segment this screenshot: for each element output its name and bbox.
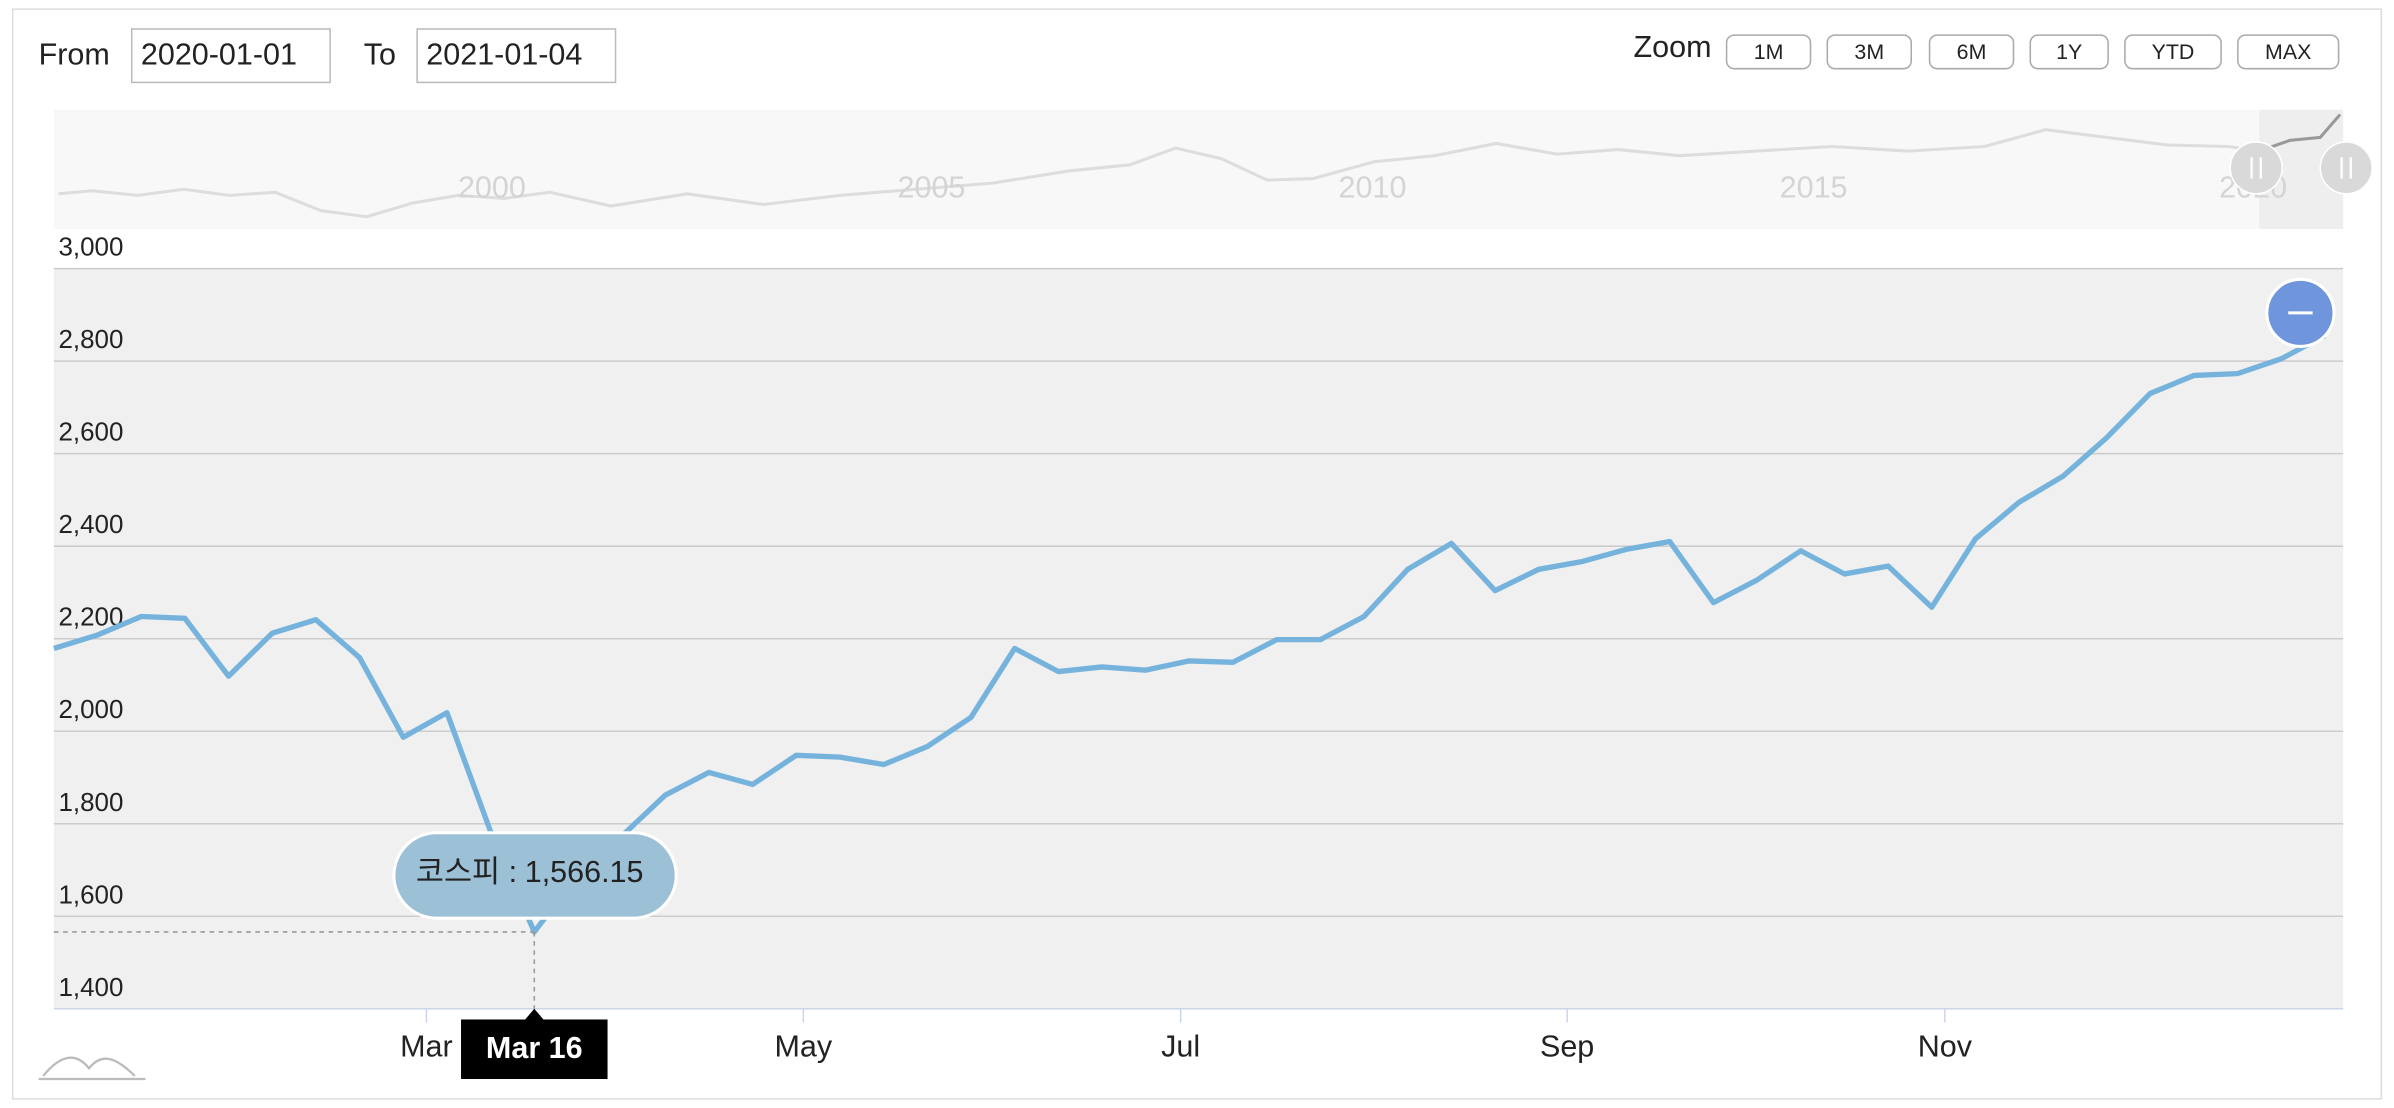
zoom-label: Zoom (1633, 30, 1711, 64)
navigator-label: 2000 (458, 170, 526, 204)
navigator-label: 2010 (1339, 170, 1407, 204)
y-tick-label: 3,000 (58, 234, 123, 262)
navigator-label: 2005 (898, 170, 966, 204)
y-tick-label: 1,600 (58, 881, 123, 909)
zoom-button-label: 3M (1854, 40, 1884, 64)
y-tick-label: 2,400 (58, 511, 123, 539)
zoom-button-label: 6M (1957, 40, 1987, 64)
navigator-icon[interactable] (38, 1056, 146, 1081)
navigator-handle[interactable] (2319, 141, 2373, 195)
x-crosshair-label: Mar 16 (486, 1031, 583, 1065)
zoom-button[interactable]: 1Y (2029, 34, 2109, 70)
zoom-button-label: MAX (2265, 40, 2311, 64)
zoom-button-box (2124, 34, 2222, 70)
to-label: To (364, 38, 396, 72)
navigator (53, 109, 2344, 229)
navigator-series (58, 128, 2260, 219)
from-input[interactable] (130, 28, 331, 84)
navigator-handle[interactable] (2229, 141, 2283, 195)
series-line (53, 333, 2327, 935)
zoom-button-box (1928, 34, 2015, 70)
from-value: 2020-01-01 (141, 38, 297, 72)
navigator-selected-series (2258, 113, 2342, 153)
from-label: From (39, 38, 110, 72)
zoom-button[interactable]: MAX (2237, 34, 2340, 70)
zoom-button[interactable]: 3M (1826, 34, 1913, 70)
zoom-button-box (1826, 34, 1913, 70)
to-value: 2021-01-04 (426, 38, 582, 72)
x-tick-label: Jul (1161, 1030, 1200, 1064)
y-tick-label: 2,800 (58, 326, 123, 354)
zoom-button[interactable]: YTD (2124, 34, 2222, 70)
x-tick-label: Mar (400, 1030, 453, 1064)
y-tick-label: 2,000 (58, 696, 123, 724)
to-input[interactable] (416, 28, 617, 84)
zoom-button-box (1725, 34, 1812, 70)
tooltip-box (392, 831, 678, 920)
x-crosshair-pointer (525, 1008, 544, 1020)
navigator-label: 2015 (1780, 170, 1848, 204)
x-tick-label: May (774, 1030, 832, 1064)
x-tick-label: Nov (1918, 1030, 1973, 1064)
tooltip-value: 1,566.15 (525, 855, 644, 889)
zoom-button[interactable]: 6M (1928, 34, 2015, 70)
y-tick-label: 1,400 (58, 974, 123, 1002)
handle-grips (2250, 157, 2352, 179)
zoom-button-label: 1M (1754, 40, 1784, 64)
x-crosshair-label-box (461, 1019, 608, 1080)
tooltip-text: 코스피 :1,566.15 (416, 855, 644, 889)
zoom-button-label: 1Y (2056, 40, 2082, 64)
zoom-button-box (2237, 34, 2340, 70)
y-tick-label: 1,800 (58, 789, 123, 817)
zoom-button[interactable]: 1M (1725, 34, 1812, 70)
x-tick-label: Sep (1540, 1030, 1594, 1064)
y-tick-label: 2,600 (58, 419, 123, 447)
tooltip-series-name: 코스피 : (416, 855, 517, 889)
zoom-button-box (2029, 34, 2109, 70)
zoom-button-label: YTD (2152, 40, 2195, 64)
